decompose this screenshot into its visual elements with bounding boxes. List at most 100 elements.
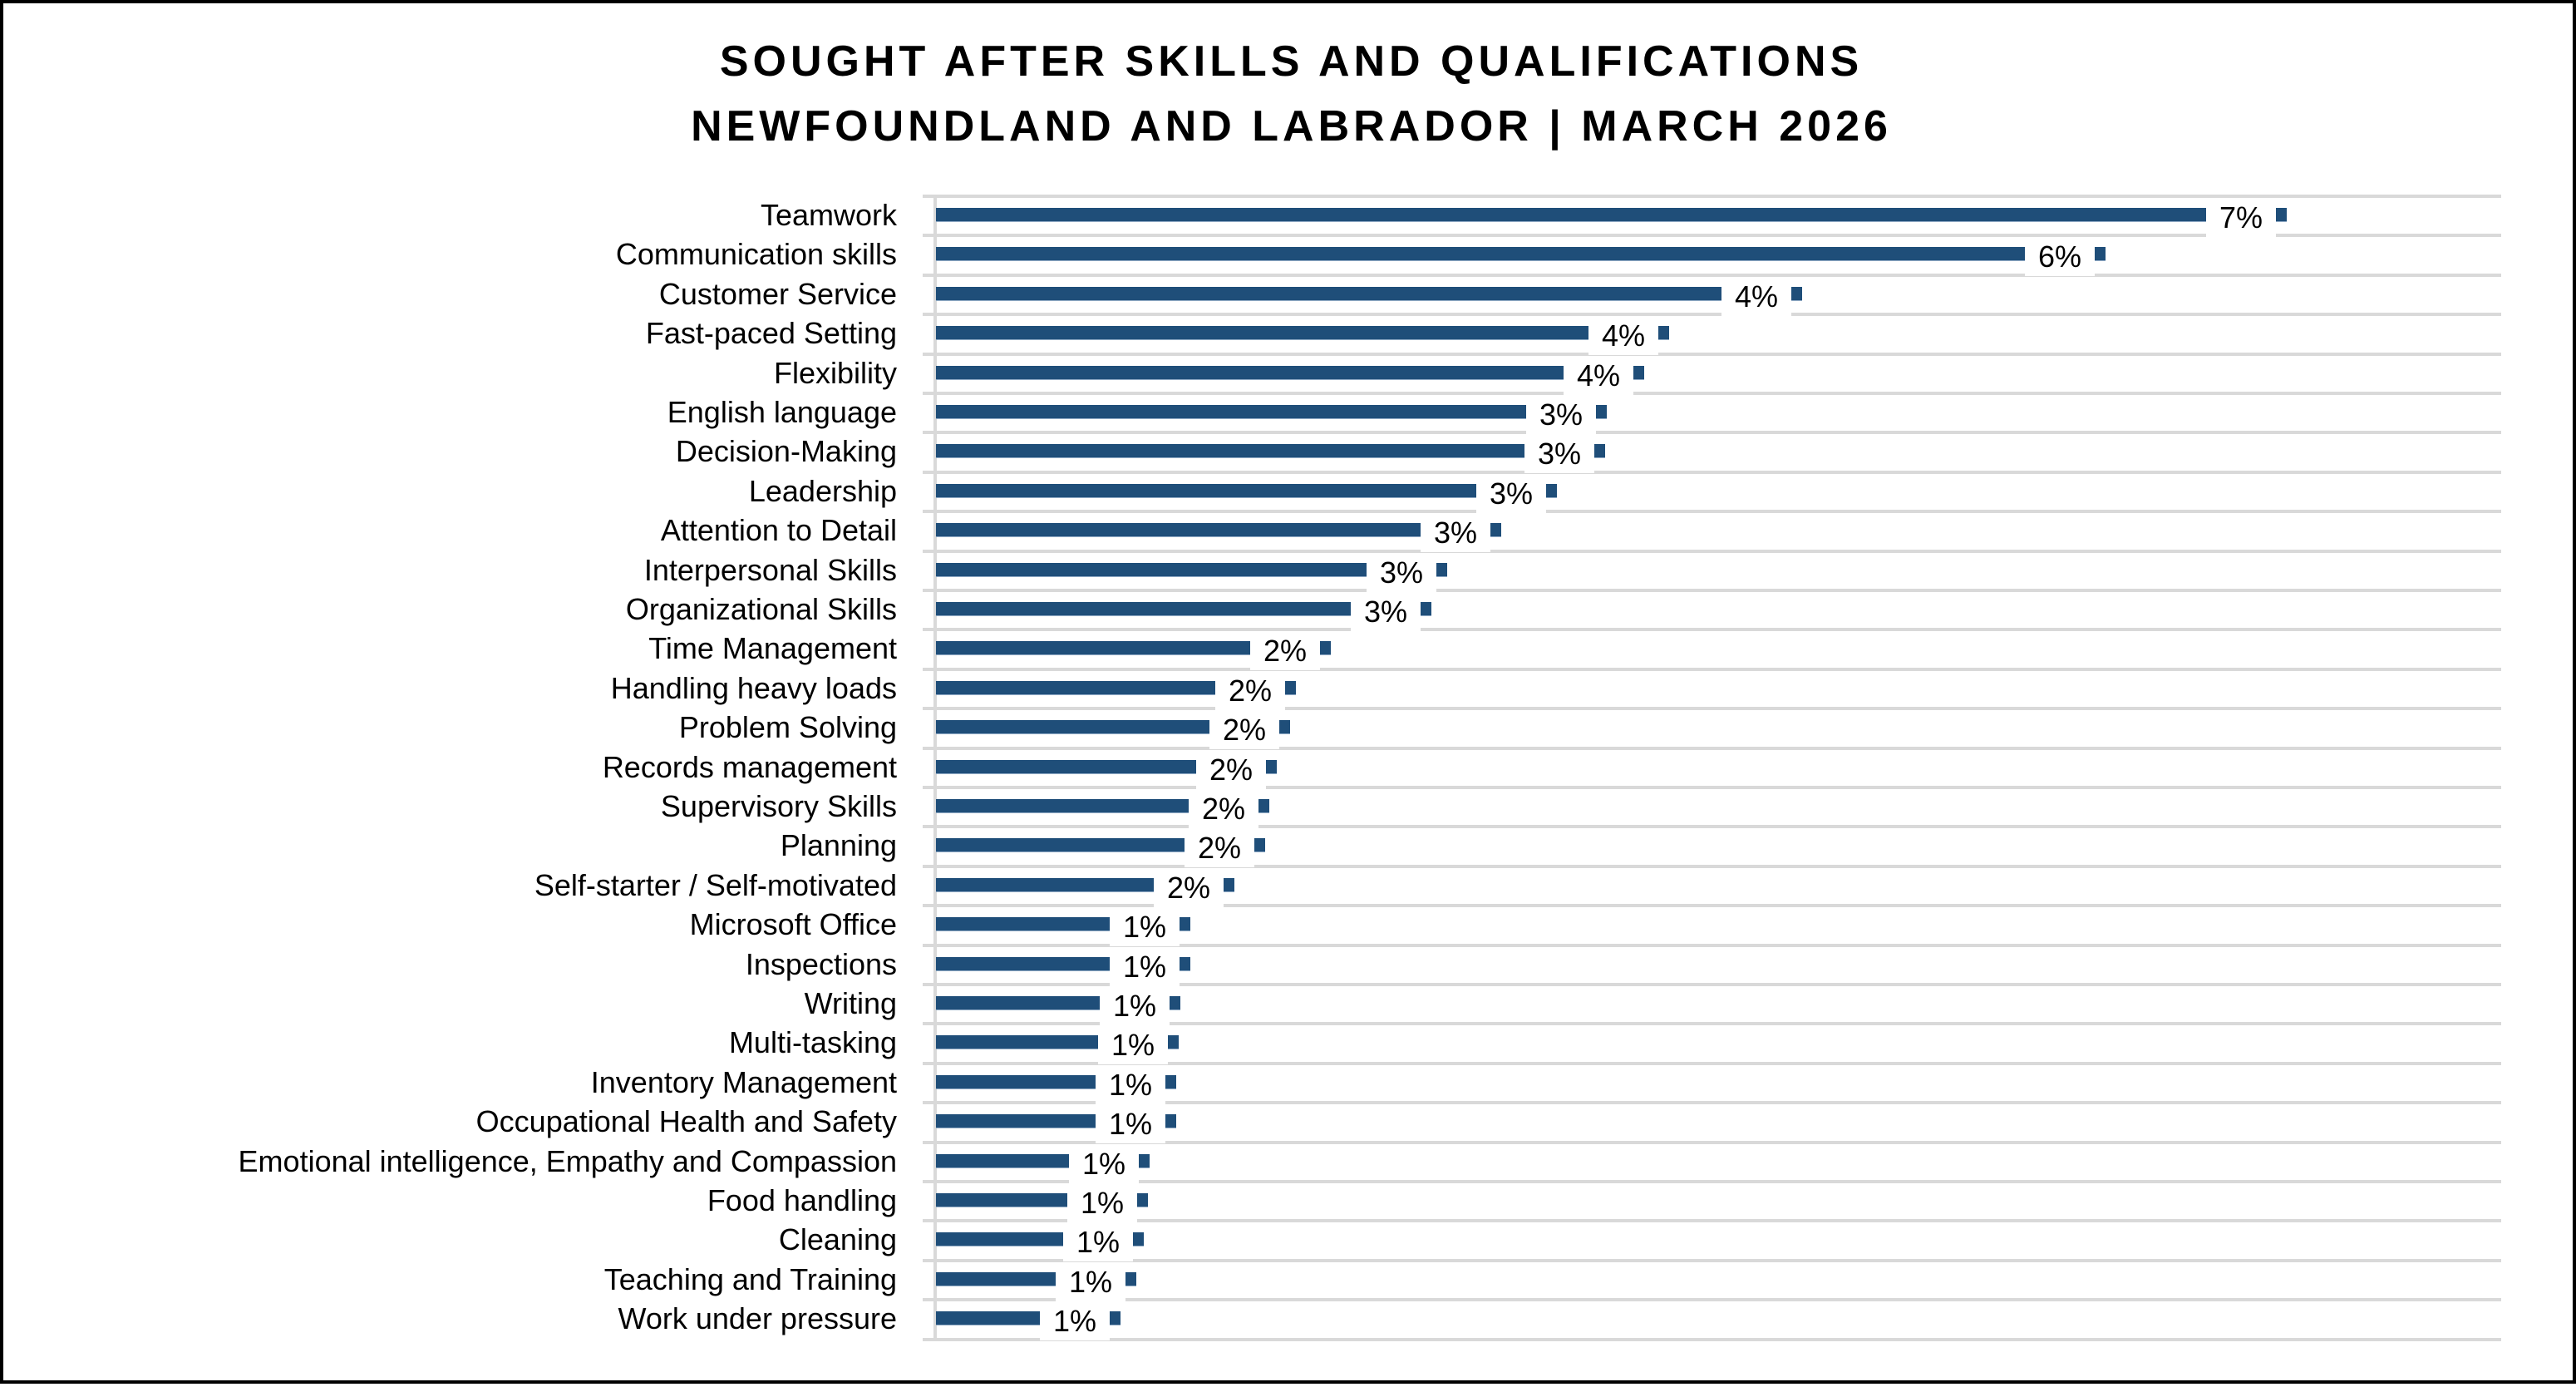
data-label-box: 7% <box>2206 198 2276 237</box>
plot-area: Teamwork 7% Communication skills 6% Customer… <box>3 3 2576 1387</box>
bar <box>936 287 1802 301</box>
data-label: 2% <box>1228 674 1273 708</box>
gridline <box>923 747 2501 750</box>
data-label: 1% <box>1052 1304 1097 1338</box>
bar <box>936 484 1557 498</box>
data-label: 2% <box>1209 753 1254 787</box>
gridline <box>923 707 2501 710</box>
gridline <box>923 668 2501 671</box>
bar <box>936 405 1607 419</box>
data-label: 3% <box>1537 437 1582 471</box>
data-label-box: 1% <box>1110 907 1180 946</box>
gridline <box>923 628 2501 631</box>
data-label-box: 3% <box>1351 592 1421 631</box>
bar <box>936 681 1296 695</box>
data-label-box: 1% <box>1063 1222 1133 1261</box>
gridline <box>923 1219 2501 1222</box>
bar <box>936 760 1277 774</box>
gridline <box>923 1141 2501 1144</box>
category-label: Time Management <box>648 631 897 665</box>
data-label-box: 1% <box>1100 986 1170 1025</box>
gridline <box>923 904 2501 907</box>
gridline <box>923 1062 2501 1065</box>
bar <box>936 838 1265 852</box>
category-label: English language <box>667 395 897 429</box>
data-label: 6% <box>2037 239 2082 274</box>
gridline <box>923 431 2501 434</box>
data-label-box: 1% <box>1056 1262 1125 1301</box>
data-label-box: 1% <box>1096 1104 1165 1143</box>
bar <box>936 563 1447 577</box>
data-label: 4% <box>1576 358 1621 392</box>
data-label-box: 4% <box>1588 316 1658 355</box>
data-label-box: 3% <box>1476 474 1546 513</box>
gridline <box>923 1180 2501 1183</box>
data-label: 3% <box>1379 555 1424 590</box>
category-label: Records management <box>602 750 897 784</box>
gridline <box>923 1259 2501 1262</box>
data-label-box: 4% <box>1564 356 1633 395</box>
data-label: 1% <box>1080 1186 1125 1220</box>
data-label-box: 2% <box>1189 789 1258 828</box>
data-label-box: 1% <box>1067 1183 1137 1222</box>
gridline <box>923 195 2501 198</box>
data-label: 4% <box>1601 318 1646 353</box>
category-label: Teaching and Training <box>603 1262 897 1296</box>
gridline <box>923 313 2501 316</box>
category-label: Microsoft Office <box>689 907 897 941</box>
data-label: 2% <box>1222 713 1267 747</box>
data-label: 3% <box>1363 595 1408 629</box>
gridline <box>923 510 2501 513</box>
data-label-box: 3% <box>1526 395 1596 434</box>
gridline <box>923 1298 2501 1301</box>
category-label: Self-starter / Self-motivated <box>534 868 897 902</box>
data-label: 1% <box>1068 1265 1113 1299</box>
category-label: Multi-tasking <box>728 1025 897 1059</box>
bar <box>936 641 1331 655</box>
gridline <box>923 983 2501 986</box>
category-label: Problem Solving <box>678 710 897 744</box>
bar <box>936 208 2287 222</box>
gridline <box>923 353 2501 356</box>
category-label: Interpersonal Skills <box>643 553 897 587</box>
category-label: Writing <box>804 986 897 1020</box>
bar <box>936 326 1669 340</box>
bar <box>936 799 1269 813</box>
data-label-box: 2% <box>1209 710 1279 749</box>
data-label: 3% <box>1433 516 1478 550</box>
data-label-box: 1% <box>1110 947 1180 986</box>
data-label-box: 2% <box>1185 828 1254 867</box>
chart-title-line-1: SOUGHT AFTER SKILLS AND QUALIFICATIONS <box>719 37 1864 86</box>
category-label: Inventory Management <box>590 1065 897 1099</box>
data-label-box: 2% <box>1154 868 1224 907</box>
data-label: 1% <box>1111 1028 1155 1062</box>
gridline <box>923 589 2501 592</box>
gridline <box>923 392 2501 395</box>
data-label: 1% <box>1076 1225 1121 1259</box>
gridline <box>923 1101 2501 1104</box>
data-label: 4% <box>1734 279 1779 313</box>
data-label: 3% <box>1489 476 1534 511</box>
data-label: 1% <box>1122 910 1167 944</box>
category-label: Work under pressure <box>618 1301 897 1335</box>
data-label-box: 4% <box>1721 277 1791 316</box>
category-label: Teamwork <box>760 198 897 232</box>
gridline <box>923 1022 2501 1025</box>
category-label: Organizational Skills <box>625 592 897 626</box>
gridline <box>923 234 2501 237</box>
data-label: 2% <box>1263 634 1308 668</box>
category-label: Food handling <box>707 1183 897 1217</box>
data-label: 1% <box>1112 989 1157 1023</box>
gridline <box>923 865 2501 868</box>
bar <box>936 444 1605 458</box>
data-label-box: 2% <box>1196 750 1266 789</box>
bar <box>936 523 1501 537</box>
gridline <box>923 786 2501 789</box>
data-label-box: 1% <box>1098 1025 1168 1064</box>
category-label: Fast-paced Setting <box>645 316 897 350</box>
category-label: Decision-Making <box>675 434 897 468</box>
bar <box>936 366 1644 380</box>
y-axis-line <box>933 196 937 1340</box>
data-label: 2% <box>1197 831 1242 865</box>
